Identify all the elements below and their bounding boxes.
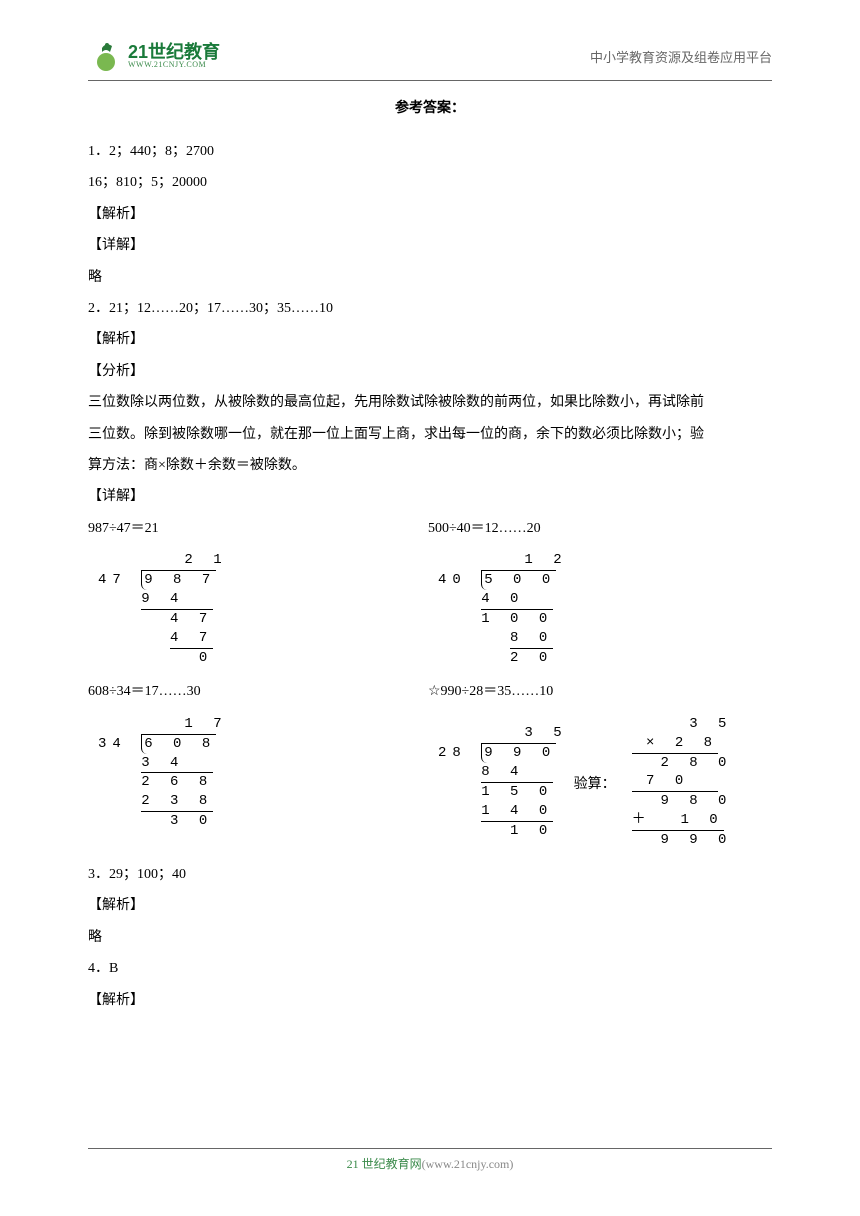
footer-brand: 21 世纪教育网 xyxy=(347,1157,422,1171)
ld2-quotient: 1 2 xyxy=(524,552,567,568)
ld3-s1: 3 4 xyxy=(141,755,184,771)
eq4: ☆990÷28＝35……10 xyxy=(428,677,772,706)
ld2-divisor: 40 xyxy=(438,572,467,588)
ld3-dividend: 6 0 8 xyxy=(144,736,216,752)
ld2-s1: 4 0 xyxy=(481,591,524,607)
v-top: 3 5 xyxy=(689,716,732,732)
page-title: 参考答案： xyxy=(88,97,772,117)
ld2-r1: 1 0 0 xyxy=(481,611,553,627)
q3-line1: 3．29；100；40 xyxy=(88,860,772,889)
v-sum2: 9 9 0 xyxy=(660,832,732,848)
verify-label: 验算： xyxy=(574,770,616,799)
ld4-divisor: 28 xyxy=(438,745,467,761)
longdiv-4-with-verify: 3 5 28 9 9 0 8 4 1 5 0 1 4 0 1 0 验算： 3 5… xyxy=(428,709,772,860)
ld4-s2: 1 4 0 xyxy=(481,803,553,819)
ld1-s1: 9 4 xyxy=(141,591,184,607)
longdiv-1: 2 1 47 9 8 7 9 4 4 7 4 7 0 xyxy=(98,551,228,667)
v-p1: 2 8 0 xyxy=(660,755,732,771)
fenxi-label: 【分析】 xyxy=(88,357,772,386)
header-right-text: 中小学教育资源及组卷应用平台 xyxy=(590,47,772,66)
q4-line1: 4．B xyxy=(88,954,772,983)
footer-url: (www.21cnjy.com) xyxy=(422,1157,514,1171)
longdiv-2: 1 2 40 5 0 0 4 0 1 0 0 8 0 2 0 xyxy=(438,551,568,667)
longdiv-4: 3 5 28 9 9 0 8 4 1 5 0 1 4 0 1 0 xyxy=(438,724,568,840)
logo-url-text: WWW.21CNJY.COM xyxy=(128,61,220,69)
logo-icon xyxy=(88,38,124,74)
ld1-s2: 4 7 xyxy=(170,630,213,646)
verify-block: 3 5 × 2 8 2 8 0 7 0 9 8 0 ＋ 1 0 9 9 0 xyxy=(632,715,733,850)
v-sum1: 9 8 0 xyxy=(660,793,732,809)
ld4-r1: 1 5 0 xyxy=(481,784,553,800)
v-add: ＋ 1 0 xyxy=(632,812,724,828)
jiexi-label-3: 【解析】 xyxy=(88,891,772,920)
logo-main-text: 21世纪教育 xyxy=(128,43,220,61)
eq3: 608÷34＝17……30 xyxy=(88,677,428,706)
ld2-dividend: 5 0 0 xyxy=(484,572,556,588)
logo: 21世纪教育 WWW.21CNJY.COM xyxy=(88,38,220,74)
page-footer: 21 世纪教育网(www.21cnjy.com) xyxy=(88,1148,772,1172)
v-mult: × 2 8 xyxy=(646,735,718,751)
longdiv-3: 1 7 34 6 0 8 3 4 2 6 8 2 3 8 3 0 xyxy=(98,715,228,831)
ld1-dividend: 9 8 7 xyxy=(144,572,216,588)
ld1-quotient: 2 1 xyxy=(184,552,227,568)
ld2-s2: 8 0 xyxy=(510,630,553,646)
ld3-s2: 2 3 8 xyxy=(141,793,213,809)
ld1-r2: 0 xyxy=(199,650,213,666)
q2-line1: 2．21；12……20；17……30；35……10 xyxy=(88,294,772,323)
eq2: 500÷40＝12……20 xyxy=(428,514,772,543)
ld1-divisor: 47 xyxy=(98,572,127,588)
analysis-p2: 三位数。除到被除数哪一位，就在那一位上面写上商，求出每一位的商，余下的数必须比除… xyxy=(88,420,772,449)
ld3-r2: 3 0 xyxy=(170,813,213,829)
lue-2: 略 xyxy=(88,923,772,952)
logo-text: 21世纪教育 WWW.21CNJY.COM xyxy=(128,43,220,69)
jiexi-label: 【解析】 xyxy=(88,200,772,229)
q1-line1: 1．2；440；8；2700 xyxy=(88,137,772,166)
lue-1: 略 xyxy=(88,263,772,292)
q1-line2: 16；810；5；20000 xyxy=(88,168,772,197)
ld2-r2: 2 0 xyxy=(510,650,553,666)
ld4-quotient: 3 5 xyxy=(524,725,567,741)
eq1: 987÷47＝21 xyxy=(88,514,428,543)
page-header: 21世纪教育 WWW.21CNJY.COM 中小学教育资源及组卷应用平台 xyxy=(88,38,772,81)
jiexi-label-4: 【解析】 xyxy=(88,986,772,1015)
xiangjie-label-2: 【详解】 xyxy=(88,482,772,511)
content: 1．2；440；8；2700 16；810；5；20000 【解析】 【详解】 … xyxy=(88,137,772,1015)
ld1-r1: 4 7 xyxy=(170,611,213,627)
v-p2: 7 0 xyxy=(646,773,689,789)
xiangjie-label: 【详解】 xyxy=(88,231,772,260)
ld4-s1: 8 4 xyxy=(481,764,524,780)
ld3-divisor: 34 xyxy=(98,736,127,752)
analysis-p1: 三位数除以两位数，从被除数的最高位起，先用除数试除被除数的前两位，如果比除数小，… xyxy=(88,388,772,417)
jiexi-label-2: 【解析】 xyxy=(88,325,772,354)
analysis-p3: 算方法：商×除数＋余数＝被除数。 xyxy=(88,451,772,480)
ld4-r2: 1 0 xyxy=(510,823,553,839)
ld3-r1: 2 6 8 xyxy=(141,774,213,790)
ld3-quotient: 1 7 xyxy=(184,716,227,732)
ld4-dividend: 9 9 0 xyxy=(484,745,556,761)
